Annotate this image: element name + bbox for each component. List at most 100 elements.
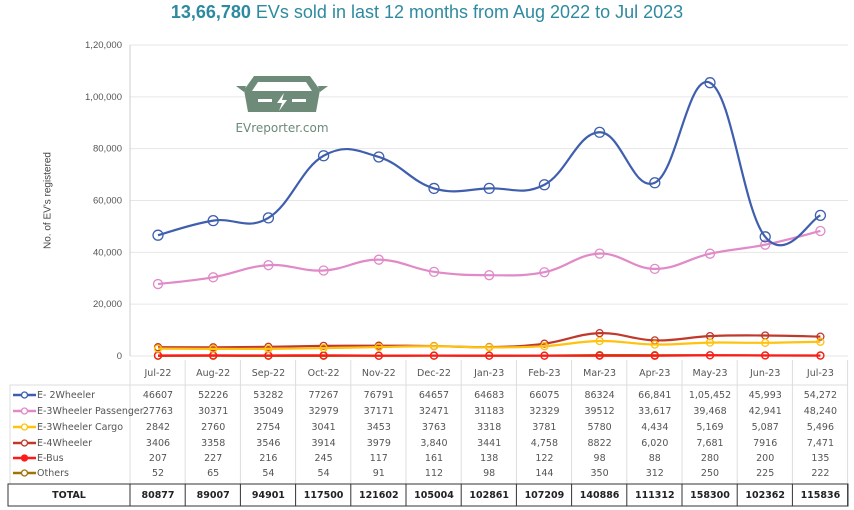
data-label: 3406: [146, 438, 170, 449]
data-label: 32329: [529, 406, 559, 417]
data-label: 7916: [753, 438, 777, 449]
data-label: 64683: [474, 390, 504, 401]
data-point: [760, 239, 771, 250]
total-value: 102362: [745, 490, 785, 501]
data-label: 91: [373, 468, 385, 479]
data-point: [539, 267, 550, 278]
data-label: 225: [756, 468, 774, 479]
data-point: [595, 328, 604, 338]
series-line: [157, 339, 821, 351]
x-tick-label: Jan-23: [473, 368, 504, 379]
data-point: [595, 336, 604, 346]
data-point: [374, 351, 383, 360]
data-label: 98: [483, 468, 495, 479]
x-tick-label: Jul-22: [144, 368, 172, 379]
data-label: 5,496: [807, 422, 834, 433]
legend-label: E-3Wheeler Passenger: [37, 406, 144, 417]
data-label: 3441: [477, 438, 501, 449]
data-label: 66075: [529, 390, 559, 401]
data-label: 77267: [308, 390, 338, 401]
data-point: [650, 340, 659, 349]
data-point: [593, 126, 606, 138]
data-label: 8822: [588, 438, 612, 449]
total-value: 102861: [469, 490, 509, 501]
data-label: 207: [149, 453, 167, 464]
legend-item: E-3Wheeler Passenger: [13, 406, 144, 417]
data-label: 3914: [312, 438, 336, 449]
data-label: 112: [425, 468, 443, 479]
data-point: [153, 344, 163, 353]
data-label: 5,169: [696, 422, 723, 433]
x-tick-label: Aug-22: [196, 368, 230, 379]
data-label: 250: [701, 468, 719, 479]
data-label: 37171: [364, 406, 394, 417]
legend-item: Others: [13, 468, 69, 479]
data-point: [814, 209, 827, 221]
data-point: [264, 344, 273, 354]
data-point: [704, 248, 716, 259]
total-value: 140886: [580, 490, 620, 501]
data-label: 138: [480, 453, 498, 464]
evreporter-logo: EVreporter.com: [232, 72, 332, 135]
legend-marker-icon: [20, 423, 29, 431]
data-label: 3041: [312, 422, 336, 433]
data-point: [650, 351, 659, 360]
data-point: [374, 342, 383, 352]
total-value: 111312: [635, 490, 675, 501]
series-line: [157, 354, 821, 357]
data-label: 4,434: [641, 422, 668, 433]
data-point: [207, 214, 219, 227]
data-label: 245: [315, 453, 333, 464]
data-label: 76791: [364, 390, 394, 401]
data-point: [649, 263, 660, 275]
data-point: [263, 260, 274, 271]
x-tick-label: Jul-23: [806, 368, 834, 379]
data-label: 54: [318, 468, 330, 479]
data-label: 3453: [367, 422, 391, 433]
data-point: [319, 341, 328, 351]
data-label: 2760: [201, 422, 225, 433]
total-value: 158300: [690, 490, 730, 501]
data-label: 65: [207, 468, 219, 479]
legend-item: E-Bus: [13, 453, 64, 464]
data-point: [152, 229, 164, 241]
data-point: [540, 342, 549, 351]
legend-item: E-4Wheeler: [13, 438, 92, 449]
data-label: 86324: [584, 390, 614, 401]
data-point: [538, 179, 551, 191]
data-label: 216: [259, 453, 277, 464]
y-tick-label: 1,00,000: [85, 92, 122, 103]
data-point: [595, 351, 604, 360]
x-tick-label: Mar-23: [583, 368, 616, 379]
data-label: 66,841: [638, 390, 671, 401]
data-point: [485, 351, 494, 360]
total-label: TOTAL: [52, 490, 86, 501]
data-label: 52226: [198, 390, 228, 401]
y-tick-label: 1,20,000: [85, 40, 122, 51]
x-tick-label: Jun-23: [749, 368, 780, 379]
x-tick-label: Feb-23: [528, 368, 560, 379]
data-point: [209, 344, 218, 353]
data-label: 42,941: [749, 406, 782, 417]
total-value: 105004: [414, 490, 454, 501]
data-label: 3546: [256, 438, 280, 449]
data-label: 2754: [256, 422, 280, 433]
data-point: [152, 278, 164, 290]
data-label: 3358: [201, 438, 225, 449]
legend-label: E-Bus: [37, 453, 64, 464]
data-label: 222: [811, 468, 829, 479]
data-point: [540, 351, 549, 360]
data-label: 280: [701, 453, 719, 464]
legend-item: E- 2Wheeler: [13, 390, 95, 401]
data-label: 3763: [422, 422, 446, 433]
data-point: [761, 338, 770, 347]
data-point: [319, 343, 328, 353]
data-label: 3318: [477, 422, 501, 433]
data-point: [428, 266, 440, 277]
data-label: 32979: [308, 406, 338, 417]
data-label: 3979: [367, 438, 391, 449]
data-label: 54: [262, 468, 274, 479]
data-point: [594, 248, 605, 259]
